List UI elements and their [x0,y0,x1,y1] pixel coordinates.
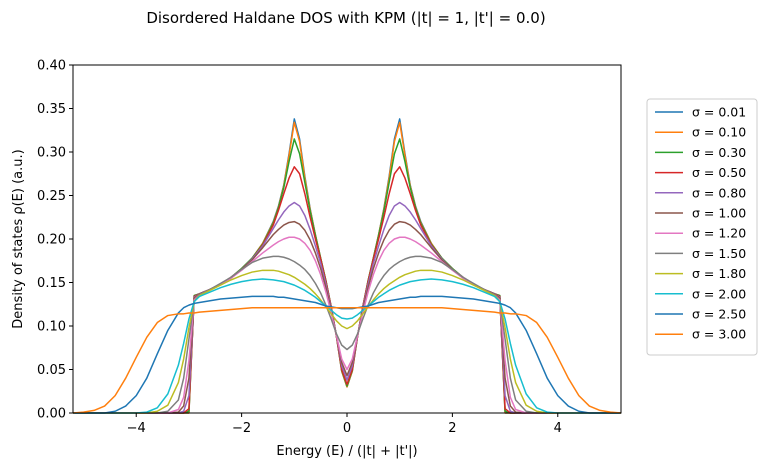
series-line-2 [73,138,621,414]
y-tick-label: 0.15 [37,276,66,291]
x-axis: −4 −2 0 2 4 [127,413,562,436]
plot-area [72,64,622,414]
y-axis: 0.00 0.05 0.10 0.15 0.20 0.25 0.30 0.35 0.40 [37,59,73,422]
legend-label: σ = 3.00 [692,327,746,342]
y-tick-label: 0.35 [37,102,66,117]
x-tick-label: 4 [554,421,562,436]
series-lines [72,118,622,414]
y-tick-label: 0.10 [37,320,66,335]
series-line-5 [73,220,621,414]
y-axis-label: Density of states ρ(E) (a.u.) [11,149,26,328]
legend-label: σ = 2.00 [692,286,746,301]
x-tick-label: 2 [448,421,456,436]
series-line-11 [72,306,622,414]
legend-label: σ = 1.80 [692,266,746,281]
legend-label: σ = 2.50 [692,307,746,322]
x-tick-label: 0 [343,421,351,436]
legend-label: σ = 1.00 [692,206,746,221]
legend-label: σ = 0.50 [692,165,746,180]
y-tick-label: 0.25 [37,189,66,204]
legend: σ = 0.01 σ = 0.10 σ = 0.30 σ = 0.50 σ = 0.80… [646,98,758,356]
legend-label: σ = 1.20 [692,226,746,241]
x-axis-label: Energy (E) / (|t| + |t'|) [276,444,417,459]
y-tick-label: 0.20 [37,233,66,248]
legend-label: σ = 0.30 [692,145,746,160]
series-line-4 [73,201,621,414]
y-tick-label: 0.40 [37,59,66,74]
y-tick-label: 0.05 [37,363,66,378]
y-tick-label: 0.30 [37,146,66,161]
series-line-8 [73,269,621,414]
series-line-10 [73,295,621,414]
legend-label: σ = 0.80 [692,185,746,200]
chart-title: Disordered Haldane DOS with KPM (|t| = 1… [146,9,545,27]
legend-label: σ = 0.01 [692,105,746,120]
legend-label: σ = 0.10 [692,125,746,140]
plot-frame [72,64,622,414]
series-line-7 [73,255,621,414]
x-tick-label: −4 [127,421,146,436]
y-tick-label: 0.00 [37,407,66,422]
x-tick-label: −2 [232,421,251,436]
legend-label: σ = 1.50 [692,246,746,261]
series-line-3 [73,166,621,414]
series-line-6 [73,236,621,414]
series-line-9 [73,278,621,414]
legend-frame [646,98,758,356]
